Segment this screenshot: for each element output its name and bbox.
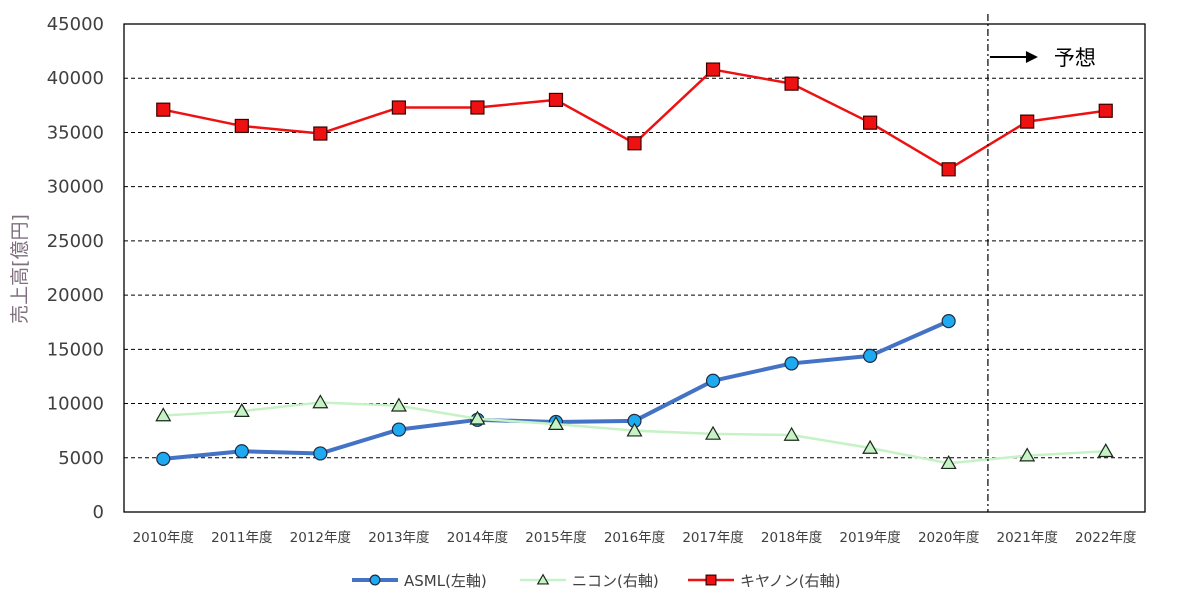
x-tick-label: 2012年度 [290,530,351,546]
data-point [312,394,329,409]
arrow-right-icon [1025,51,1038,63]
data-point [156,102,171,117]
data-point [705,574,717,586]
data-point [391,100,406,115]
data-point [941,314,956,329]
y-axis-label: 売上高[億円] [9,214,31,324]
data-point [1019,447,1036,462]
legend-label: キヤノン(右軸) [740,572,841,590]
gridlines [123,23,1146,513]
x-axis-ticks: 2010年度 2011年度 2012年度 2013年度 2014年度 2015年度 2016… [133,530,1137,546]
y-tick-label: 0 [93,502,104,523]
data-point [1097,443,1114,458]
plot-area-frame [123,23,1146,513]
data-point [627,136,642,151]
data-point [547,415,564,431]
data-point [784,76,799,91]
x-tick-label: 2014年度 [447,530,508,546]
data-point [369,574,381,586]
x-tick-label: 2018年度 [761,530,822,546]
y-tick-label: 20000 [47,285,104,306]
data-point [705,62,721,77]
series-line [163,319,950,461]
legend-item: ニコン(右軸) [520,572,659,590]
data-point [391,422,406,437]
data-point [469,410,486,425]
legend-item: キヤノン(右軸) [688,572,841,590]
x-tick-label: 2016年度 [604,530,665,546]
forecast-annotation: 予想 [987,14,1096,512]
data-point [705,373,721,388]
data-point [536,573,550,585]
x-tick-label: 2013年度 [368,530,429,546]
x-tick-label: 2019年度 [839,530,900,546]
x-tick-label: 2017年度 [682,530,743,546]
y-tick-label: 25000 [47,231,104,252]
y-tick-label: 10000 [47,394,104,415]
x-tick-label: 2010年度 [133,530,194,546]
series-triangle [155,394,1114,470]
data-point [863,348,878,363]
data-point [470,100,485,115]
x-tick-label: 2022年度 [1075,530,1136,546]
data-point [1020,114,1035,129]
data-point [863,115,878,130]
legend-label: ニコン(右軸) [572,572,659,590]
legend-item: ASML(左軸) [352,572,487,590]
data-point [155,407,172,422]
series-lines [155,62,1114,470]
data-point [784,356,799,371]
data-point [234,444,249,459]
data-point [862,439,879,454]
data-point [783,426,800,441]
y-tick-label: 30000 [47,177,104,198]
data-point [705,425,722,440]
y-tick-label: 15000 [47,339,104,360]
y-tick-label: 35000 [47,122,104,143]
data-point [941,162,956,177]
x-tick-label: 2015年度 [525,530,586,546]
data-point [156,451,171,466]
x-tick-label: 2011年度 [211,530,272,546]
x-tick-label: 2021年度 [997,530,1058,546]
legend: ASML(左軸) ニコン(右軸) キヤノン(右軸) [352,572,841,590]
series-square [156,62,1113,177]
x-tick-label: 2020年度 [918,530,979,546]
data-point [1098,103,1113,118]
data-point [313,446,328,461]
legend-label: ASML(左軸) [404,572,487,590]
y-tick-label: 5000 [58,448,104,469]
data-point [390,397,407,412]
y-tick-label: 40000 [47,68,104,89]
data-point [626,422,643,437]
data-point [233,402,250,417]
forecast-label: 予想 [1054,46,1096,70]
y-axis-ticks: 0 5000 10000 15000 20000 25000 30000 35000 40000… [47,14,104,523]
series-line [163,68,1106,171]
data-point [548,92,564,108]
data-point [313,126,328,141]
data-point [234,118,249,134]
data-point [940,454,957,470]
y-tick-label: 45000 [47,14,104,35]
